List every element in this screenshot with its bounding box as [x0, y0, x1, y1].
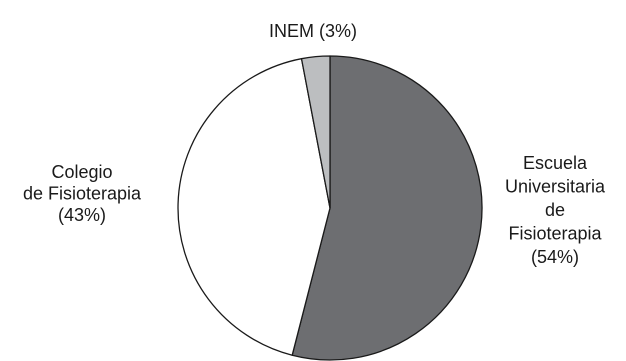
pie-label-line: Colegio — [51, 162, 112, 182]
pie-slice-3 — [300, 55, 331, 209]
pie-slices — [177, 55, 483, 361]
pie-label-line: de — [545, 200, 565, 220]
pie-slice-2 — [177, 58, 331, 356]
pie-label-line: Fisioterapia — [508, 224, 602, 244]
pie-label-2: Colegio de Fisioterapia (43%) — [23, 162, 142, 225]
pie-label-line: (54%) — [531, 247, 579, 267]
pie-label-line: Universitaria — [505, 177, 606, 197]
pie-slice-1 — [291, 55, 483, 361]
pie-label-1: Escuela Universitaria de Fisioterapia (54%) — [505, 153, 606, 267]
pie-label-3: INEM (3%) — [269, 21, 357, 41]
pie-label-line: Escuela — [523, 153, 588, 173]
pie-labels: Escuela Universitaria de Fisioterapia (54%) C… — [23, 21, 606, 267]
pie-label-line: (43%) — [58, 205, 106, 225]
pie-label-line: INEM (3%) — [269, 21, 357, 41]
pie-label-line: de Fisioterapia — [23, 184, 142, 204]
